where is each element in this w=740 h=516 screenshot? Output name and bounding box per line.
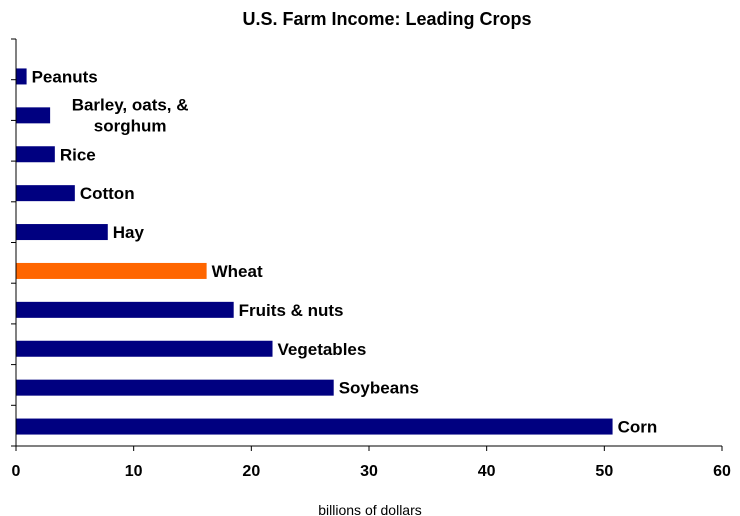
bars-layer: Peanuts Barley, oats, & sorghum Rice Cotton H… — [16, 67, 658, 437]
axes-layer: 0 10 20 30 40 50 60 — [11, 38, 731, 480]
bar-label-fruits-nuts: Fruits & nuts — [239, 301, 344, 320]
chart-title: U.S. Farm Income: Leading Crops — [242, 9, 531, 29]
bar-wheat — [16, 262, 207, 279]
bar-soybeans — [16, 379, 334, 396]
bar-barley-oats-sorghum — [16, 107, 51, 124]
bar-corn — [16, 418, 613, 435]
x-tick-label: 0 — [12, 463, 21, 480]
x-tick-label: 50 — [595, 463, 613, 480]
bar-hay — [16, 224, 108, 241]
bar-label-vegetables: Vegetables — [278, 340, 367, 359]
x-tick-label: 40 — [478, 463, 496, 480]
x-tick-label: 20 — [242, 463, 260, 480]
bar-label-rice: Rice — [60, 145, 96, 164]
x-tick-label: 10 — [125, 463, 143, 480]
bar-label-cotton: Cotton — [80, 184, 135, 203]
x-tick-label: 60 — [713, 463, 731, 480]
bar-label-wheat: Wheat — [212, 262, 263, 281]
bar-rice — [16, 146, 55, 163]
bar-cotton — [16, 185, 75, 202]
bar-peanuts — [16, 68, 27, 85]
bar-label-corn: Corn — [618, 418, 658, 437]
bar-vegetables — [16, 340, 273, 357]
x-axis-title: billions of dollars — [318, 502, 422, 516]
bar-label-soybeans: Soybeans — [339, 379, 419, 398]
bar-label-barley-oats-sorghum: Barley, oats, & sorghum — [72, 95, 189, 135]
bar-label-peanuts: Peanuts — [32, 67, 98, 86]
bar-label-hay: Hay — [113, 223, 145, 242]
x-tick-label: 30 — [360, 463, 378, 480]
bar-fruits-nuts — [16, 301, 234, 318]
